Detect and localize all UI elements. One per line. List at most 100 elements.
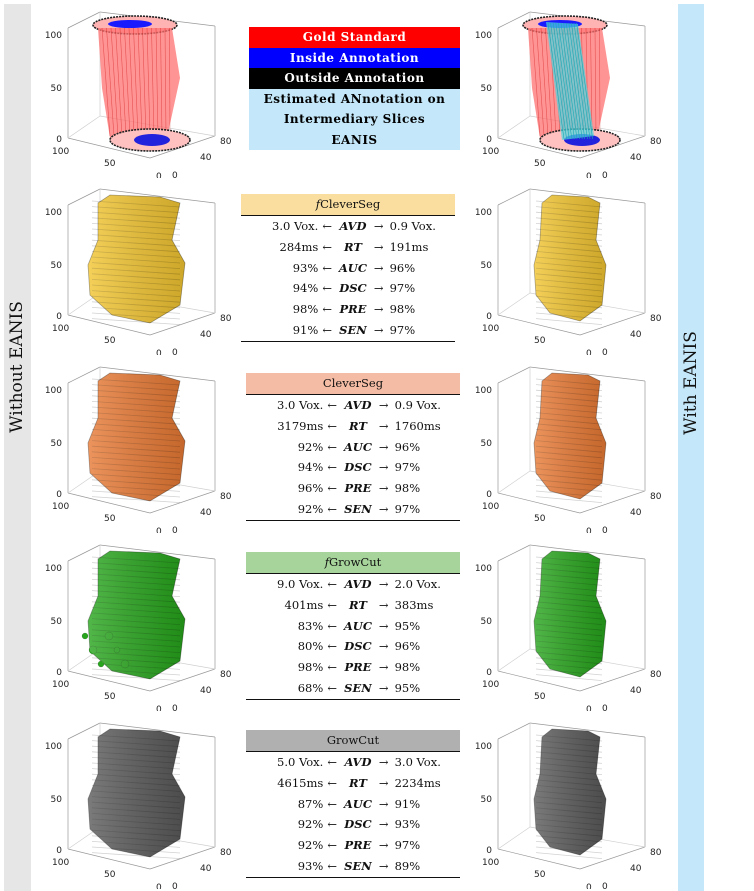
metric-row: 80% ← DSC → 96% — [246, 636, 460, 657]
y-tick-label: 40 — [200, 686, 212, 696]
method-header: GrowCut — [246, 730, 460, 751]
z-tick-label: 50 — [51, 84, 63, 94]
y-tick-label: 0 — [172, 171, 178, 178]
metrics-table: GrowCut 5.0 Vox. ← AVD → 3.0 Vox. 4615ms ← RT → 22… — [246, 730, 460, 878]
z-tick-label: 50 — [481, 84, 493, 94]
without-eanis-value: 94% — [292, 281, 319, 296]
z-tick-label: 50 — [51, 795, 63, 805]
metric-name: SEN — [339, 322, 367, 337]
right-arrow-icon: → — [378, 439, 389, 454]
with-eanis-value: 95% — [394, 680, 421, 695]
y-tick-label: 80 — [220, 492, 232, 502]
metric-row: 98% ← PRE → 98% — [246, 657, 460, 678]
y-tick-label: 80 — [220, 670, 232, 680]
y-tick-label: 40 — [630, 330, 642, 340]
with-eanis-value: 191ms — [389, 239, 429, 254]
without-eanis-value: 3.0 Vox. — [272, 219, 319, 233]
z-tick-label: 100 — [475, 31, 492, 41]
metric-name: AVD — [344, 398, 372, 412]
without-eanis-value: 68% — [297, 680, 324, 695]
legend: Gold Standard Inside Annotation Outside … — [249, 27, 460, 150]
metric-row: 3.0 Vox. ← AVD → 0.9 Vox. — [246, 395, 460, 416]
without-eanis-value: 401ms — [284, 597, 324, 612]
right-arrow-icon: → — [378, 838, 389, 853]
axes-box — [67, 544, 216, 692]
legend-item-eanis-line2: Intermediary Slices — [249, 109, 460, 130]
with-eanis-value: 93% — [394, 817, 421, 832]
y-tick-label: 80 — [220, 848, 232, 858]
left-arrow-icon: ← — [327, 660, 337, 675]
x-tick-label: 0 — [586, 705, 592, 711]
with-eanis-value: 98% — [389, 302, 416, 317]
surface-mesh — [87, 194, 186, 325]
right-arrow-icon: → — [378, 755, 389, 769]
method-name: GrowCut — [328, 555, 382, 569]
gold-standard-volume — [92, 15, 191, 152]
z-tick-label: 0 — [56, 135, 62, 145]
without-eanis-value: 80% — [297, 639, 324, 654]
y-tick-label: 0 — [172, 348, 178, 355]
metrics-table: CleverSeg 3.0 Vox. ← AVD → 0.9 Vox. 3179ms ← RT →… — [246, 373, 460, 521]
without-eanis-value: 9.0 Vox. — [277, 577, 324, 591]
without-eanis-value: 96% — [297, 481, 324, 496]
metric-name: SEN — [344, 858, 372, 873]
without-eanis-value: 92% — [297, 439, 324, 454]
without-eanis-value: 3.0 Vox. — [277, 398, 324, 412]
y-tick-label: 0 — [172, 882, 178, 889]
x-tick-label: 100 — [482, 680, 499, 690]
left-arrow-icon: ← — [327, 481, 337, 496]
right-arrow-icon: → — [378, 796, 389, 811]
left-arrow-icon: ← — [327, 817, 337, 832]
with-eanis-value: 2234ms — [394, 775, 441, 790]
left-arrow-icon: ← — [322, 219, 332, 233]
left-arrow-icon: ← — [327, 618, 337, 633]
right-arrow-icon: → — [373, 281, 384, 296]
z-tick-label: 0 — [486, 668, 492, 678]
surface-mesh — [533, 372, 607, 503]
right-arrow-icon: → — [378, 775, 389, 790]
y-tick-label: 0 — [172, 704, 178, 711]
right-arrow-icon: → — [378, 660, 389, 675]
metric-row: 92% ← DSC → 93% — [246, 814, 460, 835]
z-tick-label: 0 — [486, 135, 492, 145]
metric-row: 4615ms ← RT → 2234ms — [246, 773, 460, 794]
x-tick-label: 100 — [52, 324, 69, 334]
left-arrow-icon: ← — [327, 680, 337, 695]
x-tick-label: 50 — [104, 870, 116, 880]
with-eanis-value: 98% — [394, 481, 421, 496]
method-prefix: f — [324, 555, 329, 569]
without-eanis-value: 93% — [292, 260, 319, 275]
with-eanis-value: 97% — [394, 838, 421, 853]
metric-row: 92% ← AUC → 96% — [246, 437, 460, 458]
y-tick-label: 40 — [200, 330, 212, 340]
right-arrow-icon: → — [378, 481, 389, 496]
x-tick-label: 0 — [586, 527, 592, 533]
y-tick-label: 40 — [630, 864, 642, 874]
z-tick-label: 100 — [475, 564, 492, 574]
metric-name: RT — [343, 239, 362, 254]
right-arrow-icon: → — [373, 302, 384, 317]
without-eanis-value: 83% — [297, 618, 324, 633]
with-eanis-value: 98% — [394, 660, 421, 675]
right-arrow-icon: → — [378, 418, 389, 433]
y-tick-label: 80 — [650, 848, 662, 858]
without-eanis-value: 5.0 Vox. — [277, 755, 324, 769]
left-arrow-icon: ← — [322, 281, 332, 296]
left-arrow-icon: ← — [327, 577, 337, 591]
right-arrow-icon: → — [378, 460, 389, 475]
right-arrow-icon: → — [373, 239, 384, 254]
metric-name: SEN — [344, 680, 372, 695]
y-tick-label: 0 — [602, 704, 608, 711]
surface-mesh — [81, 550, 186, 681]
surface-plot: 100 50 0 100 50 0 80 40 0 — [40, 541, 240, 711]
right-arrow-icon: → — [378, 597, 389, 612]
y-tick-label: 80 — [650, 670, 662, 680]
x-tick-label: 100 — [482, 858, 499, 868]
method-name: GrowCut — [326, 733, 380, 747]
left-arrow-icon: ← — [327, 418, 337, 433]
method-header: fCleverSeg — [241, 194, 455, 215]
with-eanis-value: 96% — [394, 439, 421, 454]
without-eanis-label: Without EANIS — [7, 301, 27, 433]
left-arrow-icon: ← — [327, 501, 337, 516]
metric-row: 401ms ← RT → 383ms — [246, 595, 460, 616]
